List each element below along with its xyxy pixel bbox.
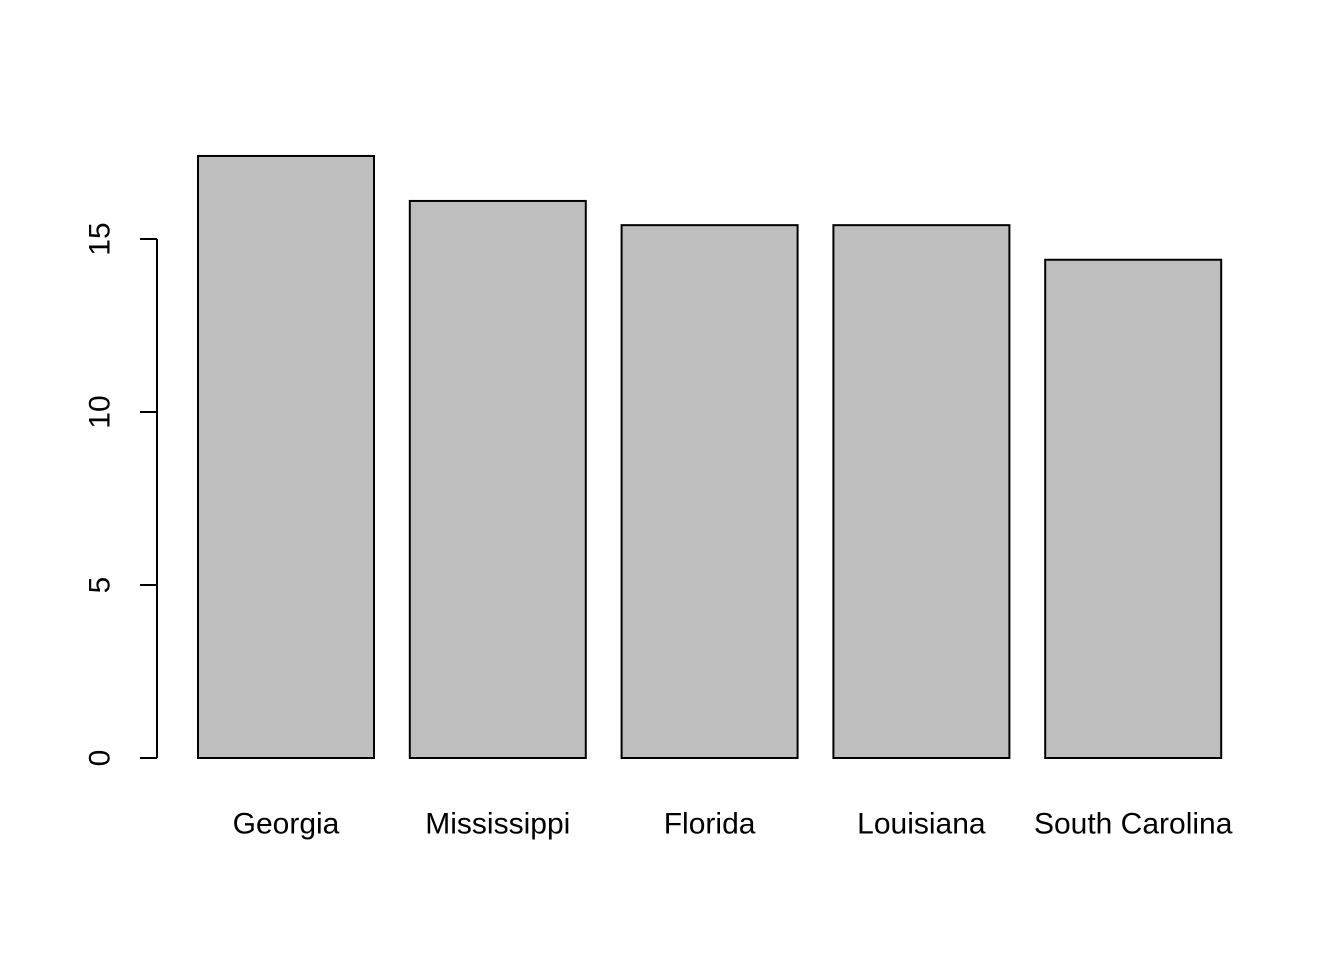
bar-louisiana [832, 224, 1011, 760]
category-label: Florida [664, 808, 756, 841]
bar-south-carolina [1044, 258, 1223, 759]
category-label: Louisiana [857, 808, 986, 841]
bar-mississippi [408, 199, 587, 759]
category-label: South Carolina [1034, 808, 1233, 841]
bars-group [197, 154, 1223, 760]
bar-georgia [197, 154, 375, 759]
y-tick-label: 10 [84, 395, 117, 428]
y-tick-label: 5 [84, 577, 117, 594]
category-labels: Georgia Mississippi Florida Louisiana South … [233, 808, 1233, 841]
category-label: Georgia [233, 808, 340, 841]
y-tick-label: 15 [84, 222, 117, 255]
bar-florida [620, 224, 799, 760]
y-tick-label: 0 [84, 750, 117, 767]
y-axis: 0 5 10 15 [84, 222, 158, 766]
category-label: Mississippi [425, 808, 570, 841]
